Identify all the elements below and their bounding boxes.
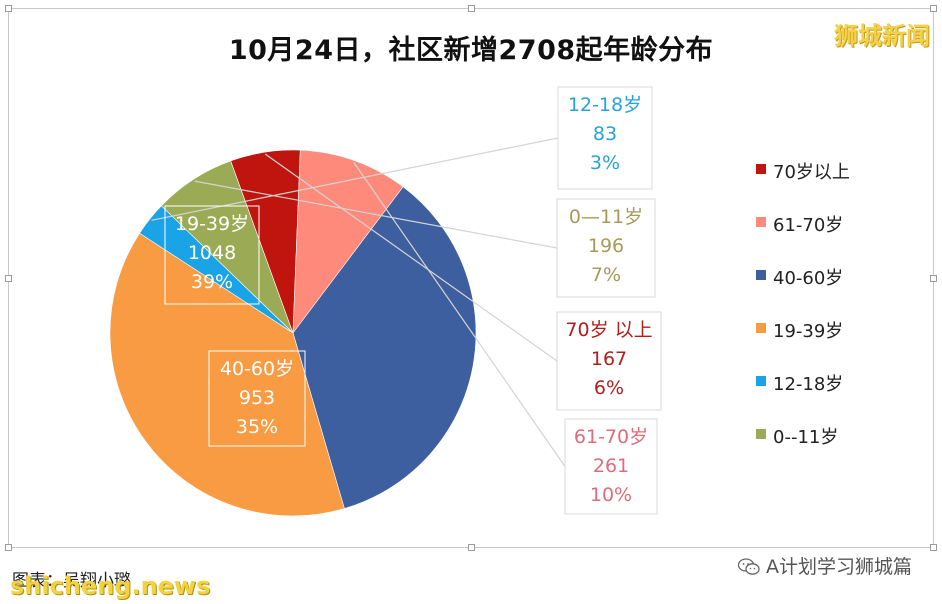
data-label-value-2: 196 (588, 235, 624, 257)
data-label-value-4: 261 (593, 455, 629, 477)
data-label-value-5: 953 (239, 387, 275, 409)
data-label-category-6: 19-39岁 (175, 213, 249, 235)
data-label-box-5 (208, 350, 306, 447)
data-label-value-3: 167 (591, 348, 627, 370)
resize-handle-bottom-left[interactable] (5, 544, 12, 551)
data-label-category-4: 61-70岁 (574, 426, 648, 448)
pie-slice-5 (292, 186, 477, 509)
data-label-category-3: 70岁 以上 (565, 319, 652, 341)
data-label-box-2 (556, 198, 656, 298)
data-label-percent-2: 7% (591, 264, 621, 286)
data-label-value-1: 83 (593, 123, 617, 145)
legend-item-4: 19-39岁 (756, 317, 916, 342)
footer-caption: 图表：吴翔小璐 (12, 571, 131, 591)
leader-line-1 (151, 137, 559, 221)
pie-slice-4 (292, 149, 404, 334)
legend-label: 70岁以上 (773, 162, 850, 183)
data-label-box-1 (557, 86, 653, 190)
legend-label: 19-39岁 (773, 321, 844, 342)
legend-label: 0--11岁 (773, 427, 839, 448)
leader-line-3 (264, 153, 558, 362)
data-label-box-3 (556, 311, 662, 411)
chart-frame (5, 5, 937, 551)
data-label-percent-3: 6% (594, 377, 624, 399)
site-watermark: shicheng.news (10, 572, 211, 600)
legend-swatch (756, 376, 766, 386)
legend-item-2: 61-70岁 (756, 211, 916, 236)
legend-label: 40-60岁 (773, 268, 844, 289)
data-label-percent-5: 35% (236, 416, 278, 438)
data-label-category-5: 40-60岁 (220, 358, 294, 380)
legend-label: 61-70岁 (773, 215, 844, 236)
resize-handle-top-center[interactable] (468, 5, 475, 12)
resize-handle-middle-right[interactable] (930, 275, 937, 282)
leader-line-2 (194, 180, 558, 249)
data-label-box-6 (164, 205, 260, 305)
resize-handle-middle-left[interactable] (5, 275, 12, 282)
chart-title: 10月24日，社区新增2708起年龄分布 (228, 35, 714, 66)
leader-line-4 (353, 162, 566, 467)
data-label-percent-6: 39% (191, 271, 233, 293)
data-label-percent-1: 3% (590, 152, 620, 174)
data-label-box-4 (564, 418, 658, 515)
wechat-account-name: A计划学习狮城篇 (766, 556, 912, 578)
legend-item-1: 70岁以上 (756, 158, 916, 183)
brand-logo-text: 狮城新闻 (834, 22, 930, 50)
legend-label: 12-18岁 (773, 374, 844, 395)
legend-swatch (756, 270, 766, 280)
legend-swatch (756, 429, 766, 439)
data-label-category-2: 0—11岁 (569, 206, 643, 228)
legend-item-3: 40-60岁 (756, 264, 916, 289)
legend-swatch (756, 323, 766, 333)
resize-handle-bottom-right[interactable] (930, 544, 937, 551)
legend-swatch (756, 217, 766, 227)
data-label-category-1: 12-18岁 (568, 94, 642, 116)
legend-swatch (756, 164, 766, 174)
wechat-icon (738, 558, 760, 575)
wechat-account: A计划学习狮城篇 (738, 552, 912, 579)
data-label-percent-4: 10% (590, 484, 632, 506)
legend-item-6: 0--11岁 (756, 423, 916, 448)
resize-handle-top-left[interactable] (5, 5, 12, 12)
resize-handle-bottom-center[interactable] (468, 544, 475, 551)
data-label-value-6: 1048 (188, 242, 236, 264)
resize-handle-top-right[interactable] (930, 5, 937, 12)
legend-item-5: 12-18岁 (756, 370, 916, 395)
